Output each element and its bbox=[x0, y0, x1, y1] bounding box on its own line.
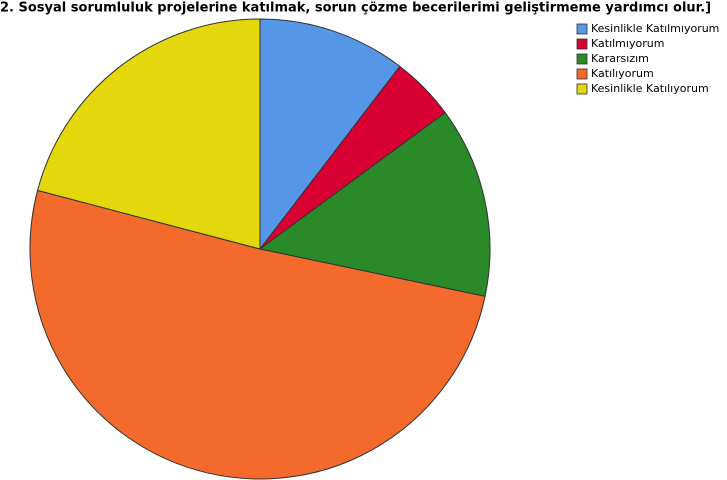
legend-label: Kesinlikle Katılmıyorum bbox=[591, 22, 719, 35]
pie-slice bbox=[36, 18, 261, 250]
legend-swatch bbox=[576, 23, 588, 35]
legend-label: Kesinlikle Katılıyorum bbox=[591, 82, 709, 95]
legend-swatch bbox=[576, 83, 588, 95]
legend-swatch bbox=[576, 38, 588, 50]
legend-label: Katılıyorum bbox=[591, 67, 654, 80]
legend-label: Katılmıyorum bbox=[591, 37, 664, 50]
legend-swatch bbox=[576, 68, 588, 80]
pie-slice bbox=[258, 111, 491, 297]
pie-slice bbox=[259, 18, 401, 251]
legend-swatch bbox=[576, 53, 588, 65]
pie-slice bbox=[29, 189, 486, 480]
chart-title: 2. Sosyal sorumluluk projelerine katılma… bbox=[0, 1, 711, 16]
legend-label: Kararsızım bbox=[591, 52, 649, 65]
